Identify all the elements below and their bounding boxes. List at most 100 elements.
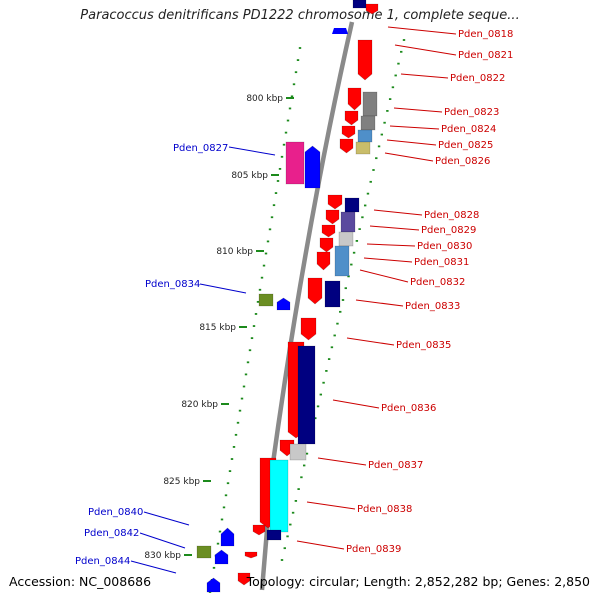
label-leader-line — [393, 107, 443, 113]
gene-box — [289, 443, 307, 461]
gene-label-left[interactable]: Pden_0844 — [75, 556, 130, 567]
gene-label-right[interactable]: Pden_0838 — [357, 504, 412, 515]
label-leader-line — [296, 540, 345, 550]
label-leader-line — [317, 457, 367, 466]
gene-box — [355, 141, 371, 155]
gene-arrow-reverse — [300, 317, 317, 341]
scale-label: 830 kbp — [144, 551, 181, 561]
outer-tick-mark — [286, 535, 289, 538]
gene-label-left[interactable]: Pden_0840 — [88, 507, 143, 518]
gene-label-right[interactable]: Pden_0830 — [417, 241, 472, 252]
gene-label-right[interactable]: Pden_0828 — [424, 210, 479, 221]
outer-tick-mark — [352, 251, 356, 254]
gene-label-right[interactable]: Pden_0833 — [405, 301, 460, 312]
inner-tick-mark — [278, 167, 282, 170]
label-leader-line — [400, 73, 449, 79]
inner-tick-mark — [230, 458, 234, 460]
gene-arrow-reverse — [347, 87, 362, 111]
inner-tick-mark — [274, 192, 278, 194]
gene-label-right[interactable]: Pden_0826 — [435, 156, 490, 167]
label-leader-line — [139, 532, 186, 549]
outer-tick-mark — [283, 547, 286, 550]
gene-arrow-reverse — [339, 138, 354, 154]
inner-tick-mark — [222, 506, 226, 509]
label-leader-line — [359, 269, 409, 283]
outer-tick-mark — [314, 417, 317, 420]
gene-label-right[interactable]: Pden_0823 — [444, 107, 499, 118]
gene-label-right[interactable]: Pden_0832 — [410, 277, 465, 288]
outer-tick-mark — [350, 263, 353, 266]
outer-tick-mark — [280, 559, 284, 561]
gene-label-right[interactable]: Pden_0837 — [368, 460, 423, 471]
outer-tick-mark — [327, 358, 331, 360]
inner-tick-mark — [256, 300, 260, 303]
inner-tick-mark — [224, 494, 228, 497]
inner-tick-mark — [216, 542, 220, 545]
outer-tick-mark — [302, 464, 306, 467]
inner-tick-mark — [220, 518, 224, 521]
outer-tick-mark — [355, 240, 359, 242]
inner-tick-mark — [290, 95, 294, 98]
gene-arrow-reverse — [321, 224, 336, 238]
gene-label-right[interactable]: Pden_0824 — [441, 124, 496, 135]
gene-label-left[interactable]: Pden_0842 — [84, 528, 139, 539]
inner-tick-mark — [270, 216, 274, 219]
gene-label-left[interactable]: Pden_0827 — [173, 143, 228, 154]
gene-label-right[interactable]: Pden_0818 — [458, 29, 513, 40]
gene-box — [340, 211, 356, 233]
inner-tick-mark — [250, 337, 254, 340]
gene-label-right[interactable]: Pden_0831 — [414, 257, 469, 268]
gene-box — [269, 459, 289, 533]
inner-tick-mark — [282, 143, 286, 146]
outer-tick-mark — [347, 275, 350, 278]
outer-tick-mark — [391, 86, 395, 89]
outer-tick-mark — [322, 381, 325, 384]
label-leader-line — [373, 209, 423, 216]
outer-tick-mark — [394, 74, 397, 77]
label-leader-line — [384, 152, 434, 162]
inner-tick-mark — [234, 433, 238, 436]
gene-label-right[interactable]: Pden_0821 — [458, 50, 513, 61]
label-leader-line — [369, 225, 420, 231]
gene-box — [357, 129, 373, 143]
outer-tick-mark — [325, 370, 328, 372]
gene-label-right[interactable]: Pden_0835 — [396, 340, 451, 351]
scale-label: 800 kbp — [246, 94, 283, 104]
inner-tick-mark — [260, 276, 264, 279]
inner-tick-mark — [236, 421, 240, 424]
scale-label: 825 kbp — [163, 477, 200, 487]
gene-arrow-forward — [304, 145, 321, 189]
gene-arrow-reverse — [252, 524, 266, 536]
inner-tick-mark — [268, 228, 272, 231]
inner-tick-mark — [292, 83, 296, 86]
gene-box — [352, 0, 367, 9]
accession-text: Accession: NC_008686 — [9, 574, 152, 589]
gene-label-left[interactable]: Pden_0834 — [145, 279, 200, 290]
gene-label-right[interactable]: Pden_0822 — [450, 73, 505, 84]
scale-label: 810 kbp — [216, 247, 253, 257]
label-leader-line — [394, 44, 457, 56]
outer-tick-mark — [358, 228, 361, 230]
gene-box — [285, 141, 305, 185]
gene-label-right[interactable]: Pden_0839 — [346, 544, 401, 555]
gene-label-right[interactable]: Pden_0836 — [381, 403, 436, 414]
inner-tick-mark — [264, 252, 268, 255]
inner-tick-mark — [228, 470, 232, 473]
inner-tick-mark — [258, 288, 262, 291]
inner-tick-mark — [240, 397, 244, 400]
outer-tick-mark — [369, 180, 372, 183]
gene-label-right[interactable]: Pden_0825 — [438, 140, 493, 151]
outer-tick-mark — [377, 145, 381, 148]
gene-arrow-reverse — [307, 277, 323, 305]
outer-tick-mark — [344, 287, 347, 290]
inner-tick-mark — [248, 349, 252, 352]
gene-label-right[interactable]: Pden_0829 — [421, 225, 476, 236]
inner-tick-mark — [254, 313, 258, 315]
label-leader-line — [346, 337, 395, 346]
gene-box — [324, 280, 341, 308]
outer-tick-mark — [402, 39, 406, 41]
label-leader-line — [386, 139, 437, 146]
gene-box — [196, 545, 212, 559]
inner-tick-mark — [296, 59, 300, 61]
